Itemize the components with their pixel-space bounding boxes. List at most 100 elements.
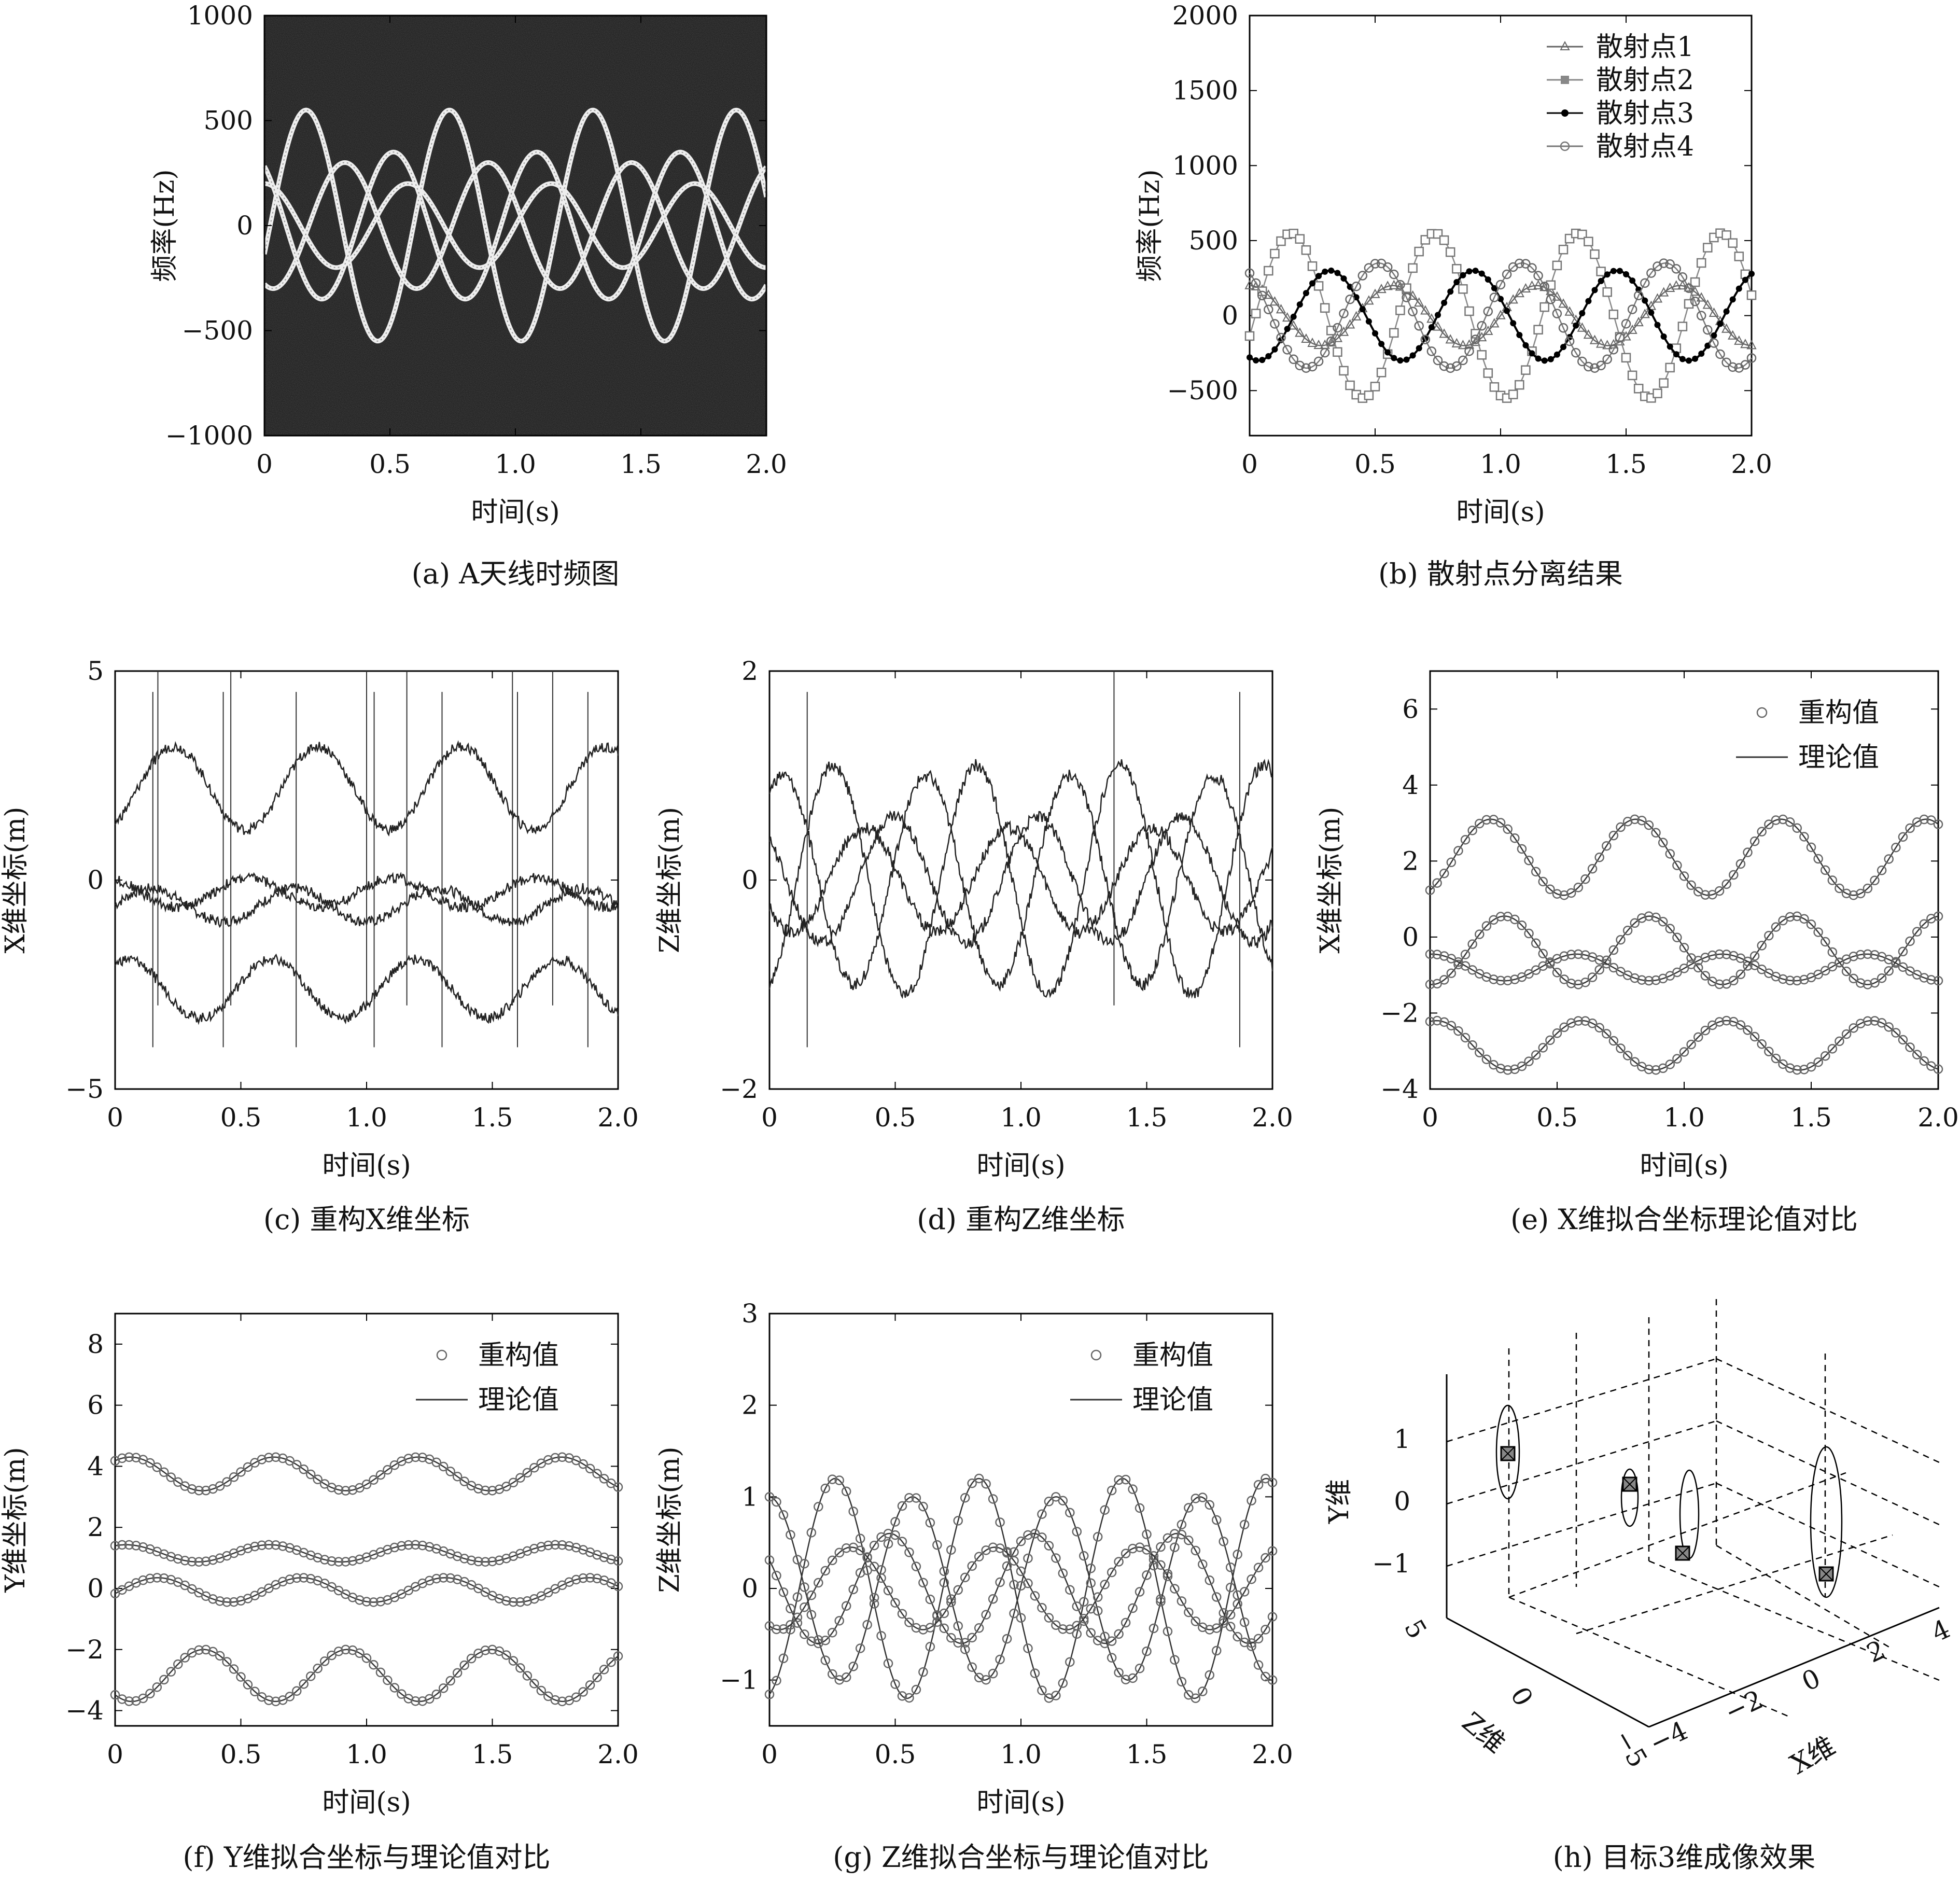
data-point [869,1540,879,1551]
data-point [1163,1569,1173,1579]
data-point [1587,1019,1598,1028]
data-point [1594,1023,1604,1033]
data-point [1552,889,1562,899]
data-point [501,1650,511,1660]
data-point [1313,339,1324,350]
y-tick-label: −1 [1372,1549,1410,1579]
data-point [1749,836,1760,846]
data-point [1584,361,1593,372]
data-point [1205,1625,1214,1635]
y-tick-label: 0 [1394,1486,1410,1516]
data-point [1276,236,1286,246]
data-point [1458,355,1468,366]
series-line [768,758,1273,999]
data-point [820,1655,831,1665]
data-point [848,1662,858,1671]
panel-caption: (d) 重构Z维坐标 [917,1203,1125,1236]
data-point [369,1475,379,1485]
data-point [1265,353,1272,359]
data-point [319,1656,330,1666]
data-point [1284,326,1291,332]
data-point [292,1686,302,1696]
data-point [1267,1612,1278,1622]
data-point [1428,324,1435,330]
data-point [1642,297,1648,304]
data-point [145,1458,155,1468]
data-point [236,1467,246,1477]
x-tick-label: 1.5 [472,1739,513,1769]
x-tick-label: 0 [256,449,273,479]
data-point [1510,320,1517,327]
y-tick-label: 1000 [1172,150,1238,180]
data-point [1489,974,1499,984]
data-point [834,1547,844,1558]
data-point [124,1452,134,1462]
data-point [1328,267,1335,274]
data-point [1403,356,1410,363]
data-point [222,1597,232,1607]
data-point [1933,911,1943,922]
data-point [1665,259,1675,269]
data-point [1849,952,1858,961]
data-point [1870,978,1880,988]
data-point [1820,966,1830,976]
data-point [445,1467,455,1476]
data-point [285,1692,295,1701]
data-point [792,1555,803,1565]
data-point [1446,1021,1457,1030]
data-point [375,1470,386,1480]
data-point [1721,950,1731,959]
data-point [1261,1625,1270,1635]
data-point [1679,964,1689,973]
data-point [1696,258,1706,268]
x-tick-label: 1.0 [1000,1103,1042,1133]
data-point [1253,1563,1264,1573]
data-point [1489,318,1500,328]
data-point [1009,1608,1019,1619]
data-point [1806,1062,1816,1072]
data-point [215,1481,225,1491]
data-point [1898,962,1908,972]
data-point [1295,234,1305,244]
data-point [333,1647,344,1656]
data-point [1002,1548,1012,1558]
theory-line [768,1532,1273,1644]
data-point [1594,965,1604,975]
data-point [1629,277,1636,284]
data-point [564,1541,574,1551]
data-point [988,1594,998,1604]
x-tick-label: 1.5 [1126,1739,1168,1769]
data-point [166,1667,176,1677]
data-point [897,1537,907,1546]
data-point [988,1494,998,1504]
data-point [1345,319,1355,329]
data-point [1573,322,1579,329]
data-point [778,1587,789,1597]
data-point [1648,309,1655,316]
data-point [1376,367,1387,378]
data-point [1142,1646,1152,1656]
data-point [1919,919,1929,929]
x-tick-label: 2.0 [1252,1103,1293,1133]
data-point [208,1594,218,1604]
data-point [1365,318,1372,325]
x-tick-label: 0.5 [1536,1103,1578,1133]
data-point [1142,1570,1152,1580]
data-point [1307,337,1318,347]
data-point [1420,305,1431,315]
data-point [1453,279,1460,286]
data-point [1764,1047,1774,1056]
data-point [1093,1592,1103,1602]
data-point [1475,1048,1485,1057]
data-point [1389,328,1399,338]
data-point [1891,958,1901,968]
data-point [1261,1553,1270,1563]
data-point [1627,324,1637,334]
legend-label: 理论值 [1798,742,1879,773]
data-point [222,1657,232,1667]
plot-frame [114,1313,619,1727]
data-point [1445,247,1455,257]
data-point [1093,1532,1103,1542]
data-point [1219,1608,1228,1618]
data-point [1023,1553,1033,1564]
